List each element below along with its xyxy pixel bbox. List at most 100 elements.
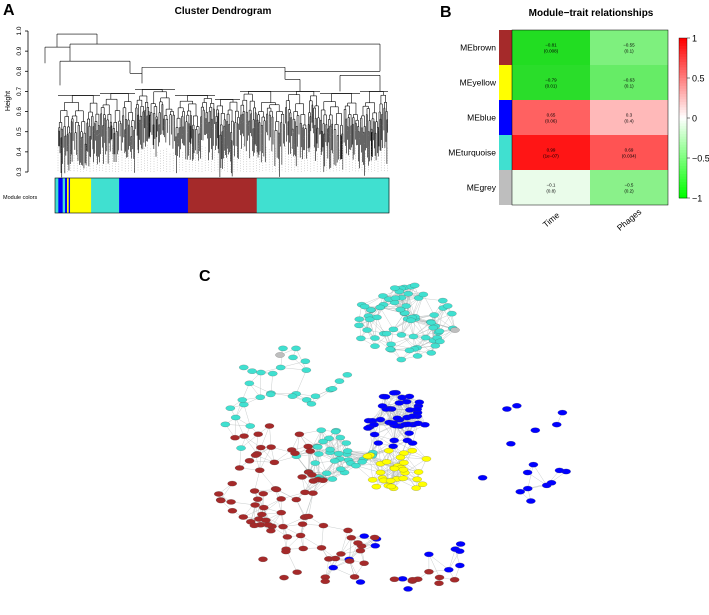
color-scale-segment [679,67,687,71]
color-scale-segment [679,168,687,172]
network-edge [408,293,416,317]
network-node [343,527,353,534]
network-node [314,451,324,457]
network-node [375,416,386,423]
panel-c: C [199,268,571,592]
network-node [429,312,439,318]
color-scale-segment [679,163,687,167]
network-edge [304,480,324,493]
network-edge [239,448,242,468]
network-edge [318,453,327,474]
network-edge [423,294,435,316]
color-scale-segment [679,134,687,138]
network-node [330,428,341,435]
heatmap-cell [512,170,590,205]
panel-a-letter: A [3,2,15,19]
network-node [287,393,298,399]
network-edge [295,348,307,371]
module-color-block [256,178,390,213]
network-node [435,338,445,345]
network-node [447,310,457,317]
network-node [359,560,369,566]
network-edge [533,464,547,486]
network-node [220,421,231,428]
network-node [271,486,282,493]
network-node [554,467,565,474]
network-node [404,430,414,436]
network-node [411,485,421,491]
color-scale-segment [679,150,687,154]
network-edge [406,401,414,425]
network-node [420,334,431,341]
color-scale-segment [679,96,687,100]
network-edge [380,463,397,480]
color-scale-tick-label: 1 [692,34,697,44]
dendrogram-y-ticks: 1.0 0.9 0.8 0.7 0.6 0.5 0.4 0.3 [16,26,28,177]
network-node [355,547,366,554]
color-scale-segment [679,88,687,92]
network-node [230,414,241,421]
y-tick-label: 0.8 [16,66,23,75]
network-node [369,421,379,428]
network-edge [261,493,264,515]
network-edge [438,307,444,333]
network-edge [404,401,407,425]
network-node [269,459,280,466]
module-color-block [62,178,66,213]
color-scale-segment [679,59,687,63]
network-node [258,490,268,497]
network-node [382,459,392,465]
network-edge [254,470,260,492]
network-node [434,328,445,334]
correlation-value: 0.3 [626,113,633,118]
heatmap-cell [512,135,590,170]
network-node [406,317,416,324]
network-edge [401,312,405,335]
color-scale-segment [679,102,687,106]
color-scale-segment [679,104,687,108]
network-node [237,397,247,403]
network-node [530,427,540,433]
color-scale-segment [679,62,687,66]
module-color-strip [499,135,512,170]
module-colors-bar-frame [54,177,390,214]
network-edge [280,348,284,368]
network-node [226,499,236,505]
network-node [282,534,293,540]
network-node [413,469,424,475]
network-node [234,465,245,471]
network-node [434,580,444,586]
network-node [370,343,380,349]
network-node [316,545,327,551]
panel-b: B Module−trait relationships MEbrown −0.8… [440,4,709,233]
color-scale-segment [679,144,687,148]
network-edge [243,499,258,518]
network-node [263,522,273,528]
network-node [310,460,320,466]
network-node [389,465,400,472]
trait-column-label: Time [541,210,562,230]
network-node [239,433,249,439]
network-node [320,578,330,585]
color-scale-segment [679,48,687,52]
network-node [405,407,415,413]
network-edge [270,373,273,394]
network-node [336,551,346,557]
color-scale-segment [679,142,687,146]
network-node [214,491,224,497]
network-node [354,322,364,329]
y-tick-label: 0.7 [16,87,23,96]
network-node [294,431,305,437]
y-tick-label: 1.0 [16,26,23,35]
module-color-block [58,178,63,213]
network-node [264,423,275,429]
network-node [404,347,415,354]
dendrogram-tree [44,33,388,178]
color-scale-segment [679,107,687,111]
network-node [346,535,356,541]
y-tick-label: 0.4 [16,147,23,156]
network-node [412,476,422,482]
network-node [396,332,407,338]
network-node [239,364,249,371]
network-node [281,548,291,555]
